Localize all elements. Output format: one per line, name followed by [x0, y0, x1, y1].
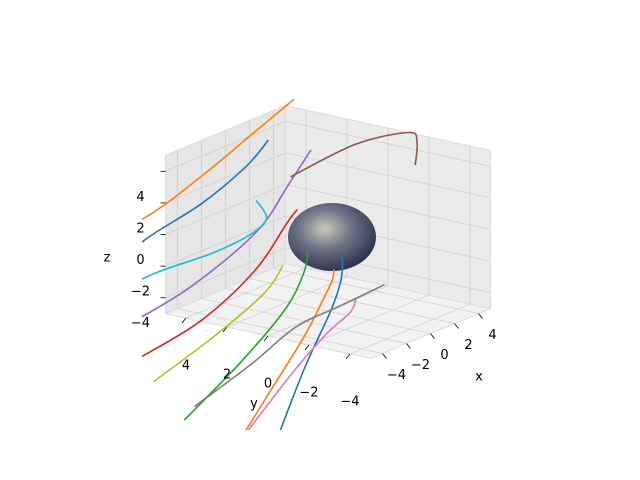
trajectory — [194, 283, 385, 408]
x-tick-label: −4 — [387, 368, 406, 383]
z-tick-label: −2 — [131, 285, 150, 300]
tick-mark — [345, 353, 351, 360]
tick-mark — [478, 313, 483, 319]
x-tick-label: 0 — [440, 348, 448, 363]
tick-labels: −4 −2 0 2 4 −4 −2 0 2 4 −4 −2 0 2 4 — [131, 190, 497, 410]
grid-line — [165, 120, 286, 172]
grid-line — [285, 120, 491, 167]
trajectory — [279, 252, 344, 430]
x-axis-label: x — [475, 370, 483, 385]
z-tick-label: −4 — [131, 316, 150, 331]
grid-line — [185, 267, 307, 319]
y-tick-label: 4 — [182, 359, 190, 374]
z-tick-label: 4 — [136, 190, 144, 205]
grid-line — [308, 294, 430, 346]
trajectory — [290, 131, 419, 178]
trajectories — [72, 98, 419, 430]
grid-line — [165, 184, 286, 235]
grid-line — [165, 152, 286, 204]
z-tick-label: 2 — [136, 221, 144, 236]
x-tick-label: 4 — [488, 328, 496, 343]
trajectory — [247, 297, 358, 430]
grid-line — [285, 184, 491, 230]
trajectory — [142, 139, 269, 244]
y-tick-label: 2 — [223, 368, 231, 383]
grid-line — [349, 303, 471, 355]
y-tick-label: −2 — [299, 386, 318, 401]
earth-sphere — [288, 203, 376, 271]
y-tick-label: −4 — [340, 395, 359, 410]
trajectory — [142, 200, 268, 280]
tick-mark — [382, 353, 387, 359]
trajectory — [142, 208, 298, 358]
grid-line — [285, 152, 491, 199]
grid-line — [226, 276, 348, 328]
trajectory — [72, 111, 88, 127]
grid-line — [165, 215, 286, 267]
tick-mark — [263, 335, 269, 342]
y-axis-label: y — [250, 397, 258, 412]
z-tick-label: 0 — [136, 253, 144, 268]
z-axis-label: z — [104, 251, 111, 266]
tick-mark — [304, 344, 310, 351]
tick-mark — [430, 333, 435, 339]
y-tick-label: 0 — [264, 377, 272, 392]
tick-mark — [222, 326, 228, 333]
tick-mark — [181, 317, 187, 324]
x-tick-label: 2 — [464, 338, 472, 353]
trajectory — [245, 268, 335, 430]
trajectory — [142, 98, 295, 221]
trajectory — [153, 265, 284, 383]
trajectory — [183, 251, 309, 421]
tick-mark — [406, 343, 411, 349]
x-tick-label: −2 — [411, 358, 430, 373]
tick-mark — [454, 323, 459, 329]
